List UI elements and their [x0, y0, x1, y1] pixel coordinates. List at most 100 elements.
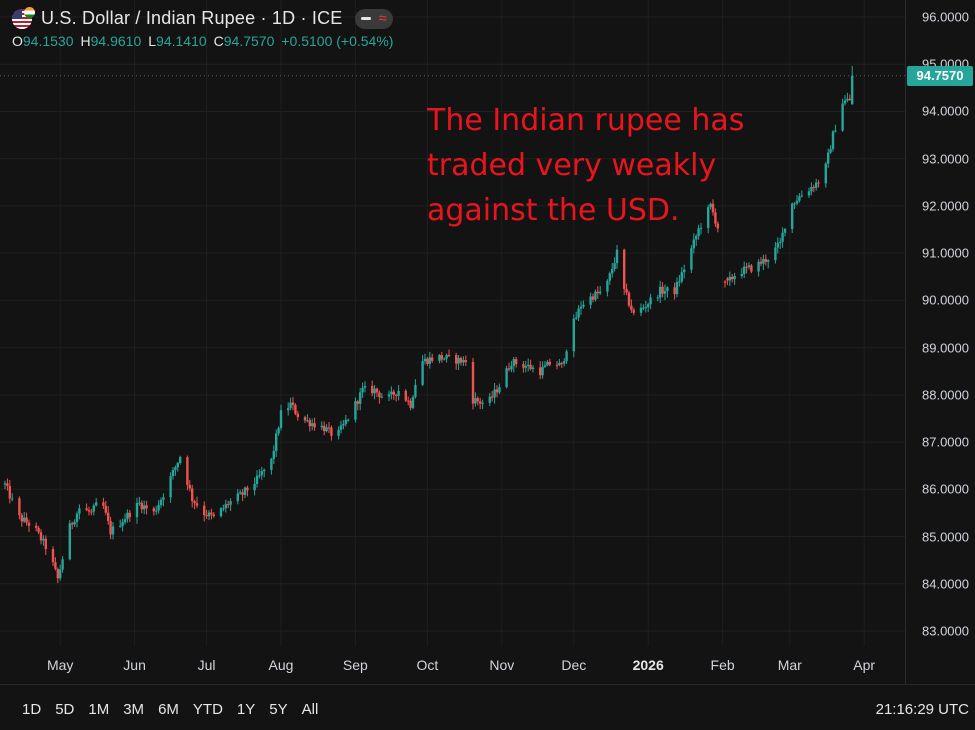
candle: [488, 392, 491, 406]
y-tick-label: 89.0000: [922, 340, 969, 356]
range-button-all[interactable]: All: [301, 701, 319, 718]
chart-annotation: The Indian rupee has traded very weakly …: [427, 98, 744, 233]
candle: [795, 195, 799, 206]
candle-body: [697, 228, 700, 236]
candle-body: [121, 522, 124, 526]
candle: [18, 496, 21, 520]
candle: [841, 98, 844, 132]
candle: [243, 486, 247, 499]
candle-body: [361, 387, 364, 393]
candle: [548, 358, 551, 367]
candle-body: [23, 517, 26, 522]
candle-body: [575, 317, 578, 319]
candle-body: [639, 307, 643, 313]
candle-body: [841, 103, 844, 131]
open-label: O: [12, 33, 23, 49]
candle-body: [174, 467, 177, 470]
candle-body: [491, 396, 494, 398]
candle: [289, 397, 292, 411]
candle: [260, 466, 263, 480]
candle: [479, 397, 482, 410]
candle-body: [663, 291, 667, 294]
candle-body: [817, 182, 820, 184]
candle: [20, 513, 23, 527]
candle: [277, 426, 280, 436]
range-button-1d[interactable]: 1D: [22, 701, 42, 718]
candle: [291, 397, 295, 411]
candle: [395, 393, 398, 402]
range-button-5d[interactable]: 5D: [55, 701, 75, 718]
chart-actions-pill[interactable]: ≈: [354, 8, 393, 29]
candle-body: [827, 152, 830, 164]
candle: [747, 262, 751, 270]
candle: [411, 395, 415, 410]
candle: [781, 227, 784, 248]
candle-body: [843, 100, 847, 104]
candlestick-chart[interactable]: [0, 0, 905, 684]
candle-body: [195, 503, 199, 506]
candle: [474, 392, 477, 407]
candle: [8, 479, 11, 504]
candle-body: [615, 249, 619, 264]
candle: [294, 403, 297, 416]
candle-body: [644, 307, 647, 309]
candle-body: [678, 281, 681, 283]
candle-body: [111, 526, 115, 535]
candle: [87, 506, 91, 516]
wave-icon[interactable]: ≈: [378, 10, 387, 27]
candle-body: [723, 281, 727, 283]
candle: [443, 357, 446, 361]
candle-body: [599, 291, 602, 294]
x-tick-label: 2026: [632, 657, 664, 673]
candle: [356, 399, 359, 411]
symbol-title[interactable]: U.S. Dollar / Indian Rupee · 1D · ICE: [41, 8, 343, 28]
candle: [426, 356, 429, 366]
candle-body: [107, 512, 110, 522]
candle: [776, 237, 779, 254]
candle-body: [783, 228, 787, 233]
range-button-1m[interactable]: 1M: [88, 701, 110, 718]
candle: [378, 390, 381, 404]
candle-body: [529, 364, 532, 370]
chart-area[interactable]: U.S. Dollar / Indian Rupee · 1D · ICE ≈ …: [0, 0, 954, 684]
candle: [59, 564, 62, 581]
candle: [363, 381, 367, 393]
candle: [258, 469, 261, 479]
candle-body: [632, 309, 635, 313]
candle: [745, 262, 748, 274]
candle-body: [56, 569, 59, 579]
candle-body: [831, 131, 835, 150]
candle: [121, 518, 124, 532]
candle-body: [539, 367, 542, 376]
candle-body: [762, 259, 765, 264]
candle: [39, 529, 43, 545]
candle-body: [776, 243, 779, 248]
candle-body: [709, 203, 712, 208]
range-button-3m[interactable]: 3M: [123, 701, 145, 718]
candle: [440, 351, 443, 363]
price-axis[interactable]: 96.0000 95.0000 94.0000 93.0000 92.0000 91.00…: [905, 0, 975, 684]
candle-body: [126, 512, 129, 520]
minus-icon[interactable]: [360, 17, 371, 20]
candle: [632, 307, 635, 316]
candle: [495, 385, 499, 398]
candle-body: [438, 355, 441, 361]
candle: [138, 496, 141, 506]
candle-body: [61, 559, 64, 570]
clock[interactable]: 21:16:29 UTC: [875, 701, 969, 718]
india-flag-icon: [24, 7, 35, 18]
range-button-ytd[interactable]: YTD: [192, 701, 223, 718]
candle-body: [143, 505, 146, 510]
range-button-5y[interactable]: 5Y: [269, 701, 288, 718]
candle-body: [443, 358, 446, 360]
range-button-6m[interactable]: 6M: [158, 701, 179, 718]
candle: [817, 179, 820, 188]
candle: [246, 485, 249, 497]
close-value: 94.7570: [223, 33, 275, 49]
range-button-1y[interactable]: 1Y: [236, 701, 256, 718]
y-tick-label: 87.0000: [922, 434, 969, 450]
candle-body: [488, 396, 491, 403]
candle: [135, 497, 139, 524]
x-tick-label: Sep: [342, 657, 368, 673]
candle-body: [560, 362, 563, 364]
